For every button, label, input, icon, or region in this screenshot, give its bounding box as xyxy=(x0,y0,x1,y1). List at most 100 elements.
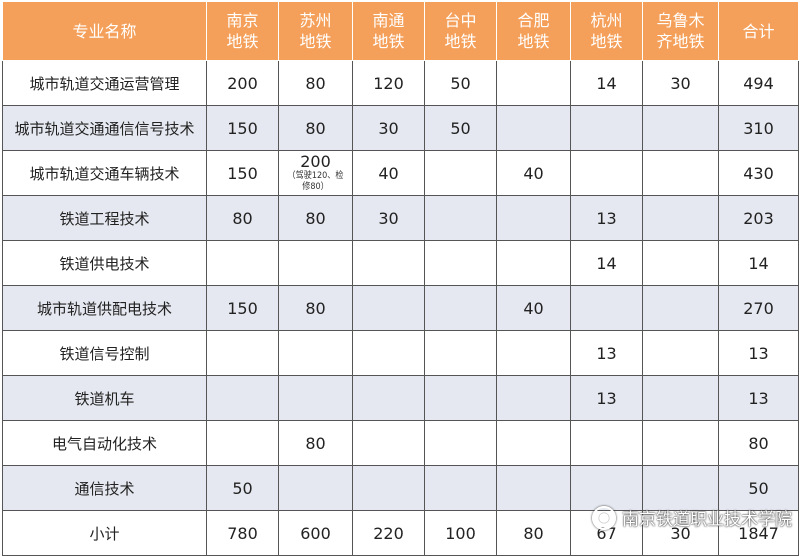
table-cell xyxy=(424,150,497,196)
row-major-name: 铁道工程技术 xyxy=(2,195,207,241)
table-cell: 80 xyxy=(278,195,353,241)
table-cell xyxy=(352,375,425,421)
table-cell: 67 xyxy=(570,510,643,556)
table-cell xyxy=(496,105,571,151)
table-cell xyxy=(206,240,279,286)
table-cell: 150 xyxy=(206,105,279,151)
table-cell: 40 xyxy=(496,285,571,331)
table-cell xyxy=(278,240,353,286)
row-major-name: 铁道供电技术 xyxy=(2,240,207,286)
table-row: 铁道机车 13 13 xyxy=(2,375,799,421)
table-cell xyxy=(206,375,279,421)
table-cell xyxy=(352,465,425,511)
table-row: 城市轨道供配电技术 150 80 40 270 xyxy=(2,285,799,331)
table-cell: 220 xyxy=(352,510,425,556)
table-cell: 600 xyxy=(278,510,353,556)
table-row: 城市轨道交通运营管理 200 80 120 50 14 30 494 xyxy=(2,60,799,106)
table-cell xyxy=(496,60,571,106)
header-col-1: 南京 地铁 xyxy=(206,1,279,61)
table-cell: 50 xyxy=(206,465,279,511)
table-cell xyxy=(570,465,643,511)
table-cell: 200 （驾驶120、检修80） xyxy=(278,150,353,196)
table-cell xyxy=(352,240,425,286)
table-cell: 80 xyxy=(278,420,353,466)
row-major-name: 小计 xyxy=(2,510,207,556)
table-cell xyxy=(496,240,571,286)
table-row: 通信技术 50 50 xyxy=(2,465,799,511)
table-cell: 50 xyxy=(424,60,497,106)
table-cell: 13 xyxy=(570,375,643,421)
table-cell xyxy=(570,285,643,331)
table-cell: 30 xyxy=(642,510,719,556)
row-major-name: 城市轨道交通车辆技术 xyxy=(2,150,207,196)
table-cell xyxy=(424,240,497,286)
table-cell xyxy=(642,330,719,376)
table-cell xyxy=(570,105,643,151)
table-cell xyxy=(352,420,425,466)
table-cell xyxy=(642,375,719,421)
table-cell: 14 xyxy=(570,240,643,286)
table-cell xyxy=(496,195,571,241)
row-major-name: 铁道机车 xyxy=(2,375,207,421)
table-cell xyxy=(424,195,497,241)
row-major-name: 城市轨道交通通信信号技术 xyxy=(2,105,207,151)
table-cell xyxy=(424,330,497,376)
table-cell: 1847 xyxy=(718,510,799,556)
table-cell xyxy=(278,375,353,421)
table-cell: 780 xyxy=(206,510,279,556)
table-cell: 80 xyxy=(278,105,353,151)
table-cell xyxy=(642,150,719,196)
table-row: 铁道信号控制 13 13 xyxy=(2,330,799,376)
table-cell: 203 xyxy=(718,195,799,241)
table-cell xyxy=(642,105,719,151)
table-cell: 80 xyxy=(496,510,571,556)
header-col-8: 合计 xyxy=(718,1,799,61)
table-cell: 13 xyxy=(570,330,643,376)
table-cell: 14 xyxy=(570,60,643,106)
header-col-2: 苏州 地铁 xyxy=(278,1,353,61)
table-header: 专业名称 南京 地铁 苏州 地铁 南通 地铁 台中 地铁 合肥 地铁 杭州 地铁 乌鲁木 齐地… xyxy=(2,1,799,61)
header-col-3: 南通 地铁 xyxy=(352,1,425,61)
table-cell: 40 xyxy=(352,150,425,196)
table-cell: 270 xyxy=(718,285,799,331)
table-cell: 80 xyxy=(278,60,353,106)
table-cell xyxy=(570,420,643,466)
header-col-5: 合肥 地铁 xyxy=(496,1,571,61)
table-cell: 13 xyxy=(718,375,799,421)
table-row: 电气自动化技术 80 80 xyxy=(2,420,799,466)
table-cell: 13 xyxy=(570,195,643,241)
table-cell: 50 xyxy=(424,105,497,151)
table-cell: 150 xyxy=(206,150,279,196)
table-row: 城市轨道交通车辆技术 150 200 （驾驶120、检修80） 40 40 430 xyxy=(2,150,799,196)
table-cell xyxy=(642,420,719,466)
table-cell: 494 xyxy=(718,60,799,106)
table-cell xyxy=(352,285,425,331)
row-major-name: 通信技术 xyxy=(2,465,207,511)
table-body: 城市轨道交通运营管理 200 80 120 50 14 30 494 城市轨道交通通信信号技术 1… xyxy=(2,60,799,556)
table-cell xyxy=(206,330,279,376)
row-major-name: 铁道信号控制 xyxy=(2,330,207,376)
table-cell xyxy=(424,420,497,466)
table-cell: 14 xyxy=(718,240,799,286)
table-cell xyxy=(352,330,425,376)
cell-value: 200 xyxy=(300,152,331,171)
cell-note: （驾驶120、检修80） xyxy=(287,171,344,192)
table-cell: 430 xyxy=(718,150,799,196)
header-col-7: 乌鲁木 齐地铁 xyxy=(642,1,719,61)
table-cell: 200 xyxy=(206,60,279,106)
table-cell: 100 xyxy=(424,510,497,556)
table-cell xyxy=(642,465,719,511)
row-major-name: 城市轨道交通运营管理 xyxy=(2,60,207,106)
row-major-name: 城市轨道供配电技术 xyxy=(2,285,207,331)
header-col-6: 杭州 地铁 xyxy=(570,1,643,61)
table-cell: 40 xyxy=(496,150,571,196)
table-cell xyxy=(424,375,497,421)
table-cell xyxy=(278,465,353,511)
table-cell: 30 xyxy=(352,105,425,151)
table-cell xyxy=(496,330,571,376)
table-cell xyxy=(496,420,571,466)
table-cell xyxy=(642,240,719,286)
table-cell: 80 xyxy=(278,285,353,331)
table-cell xyxy=(642,285,719,331)
table-cell xyxy=(496,465,571,511)
